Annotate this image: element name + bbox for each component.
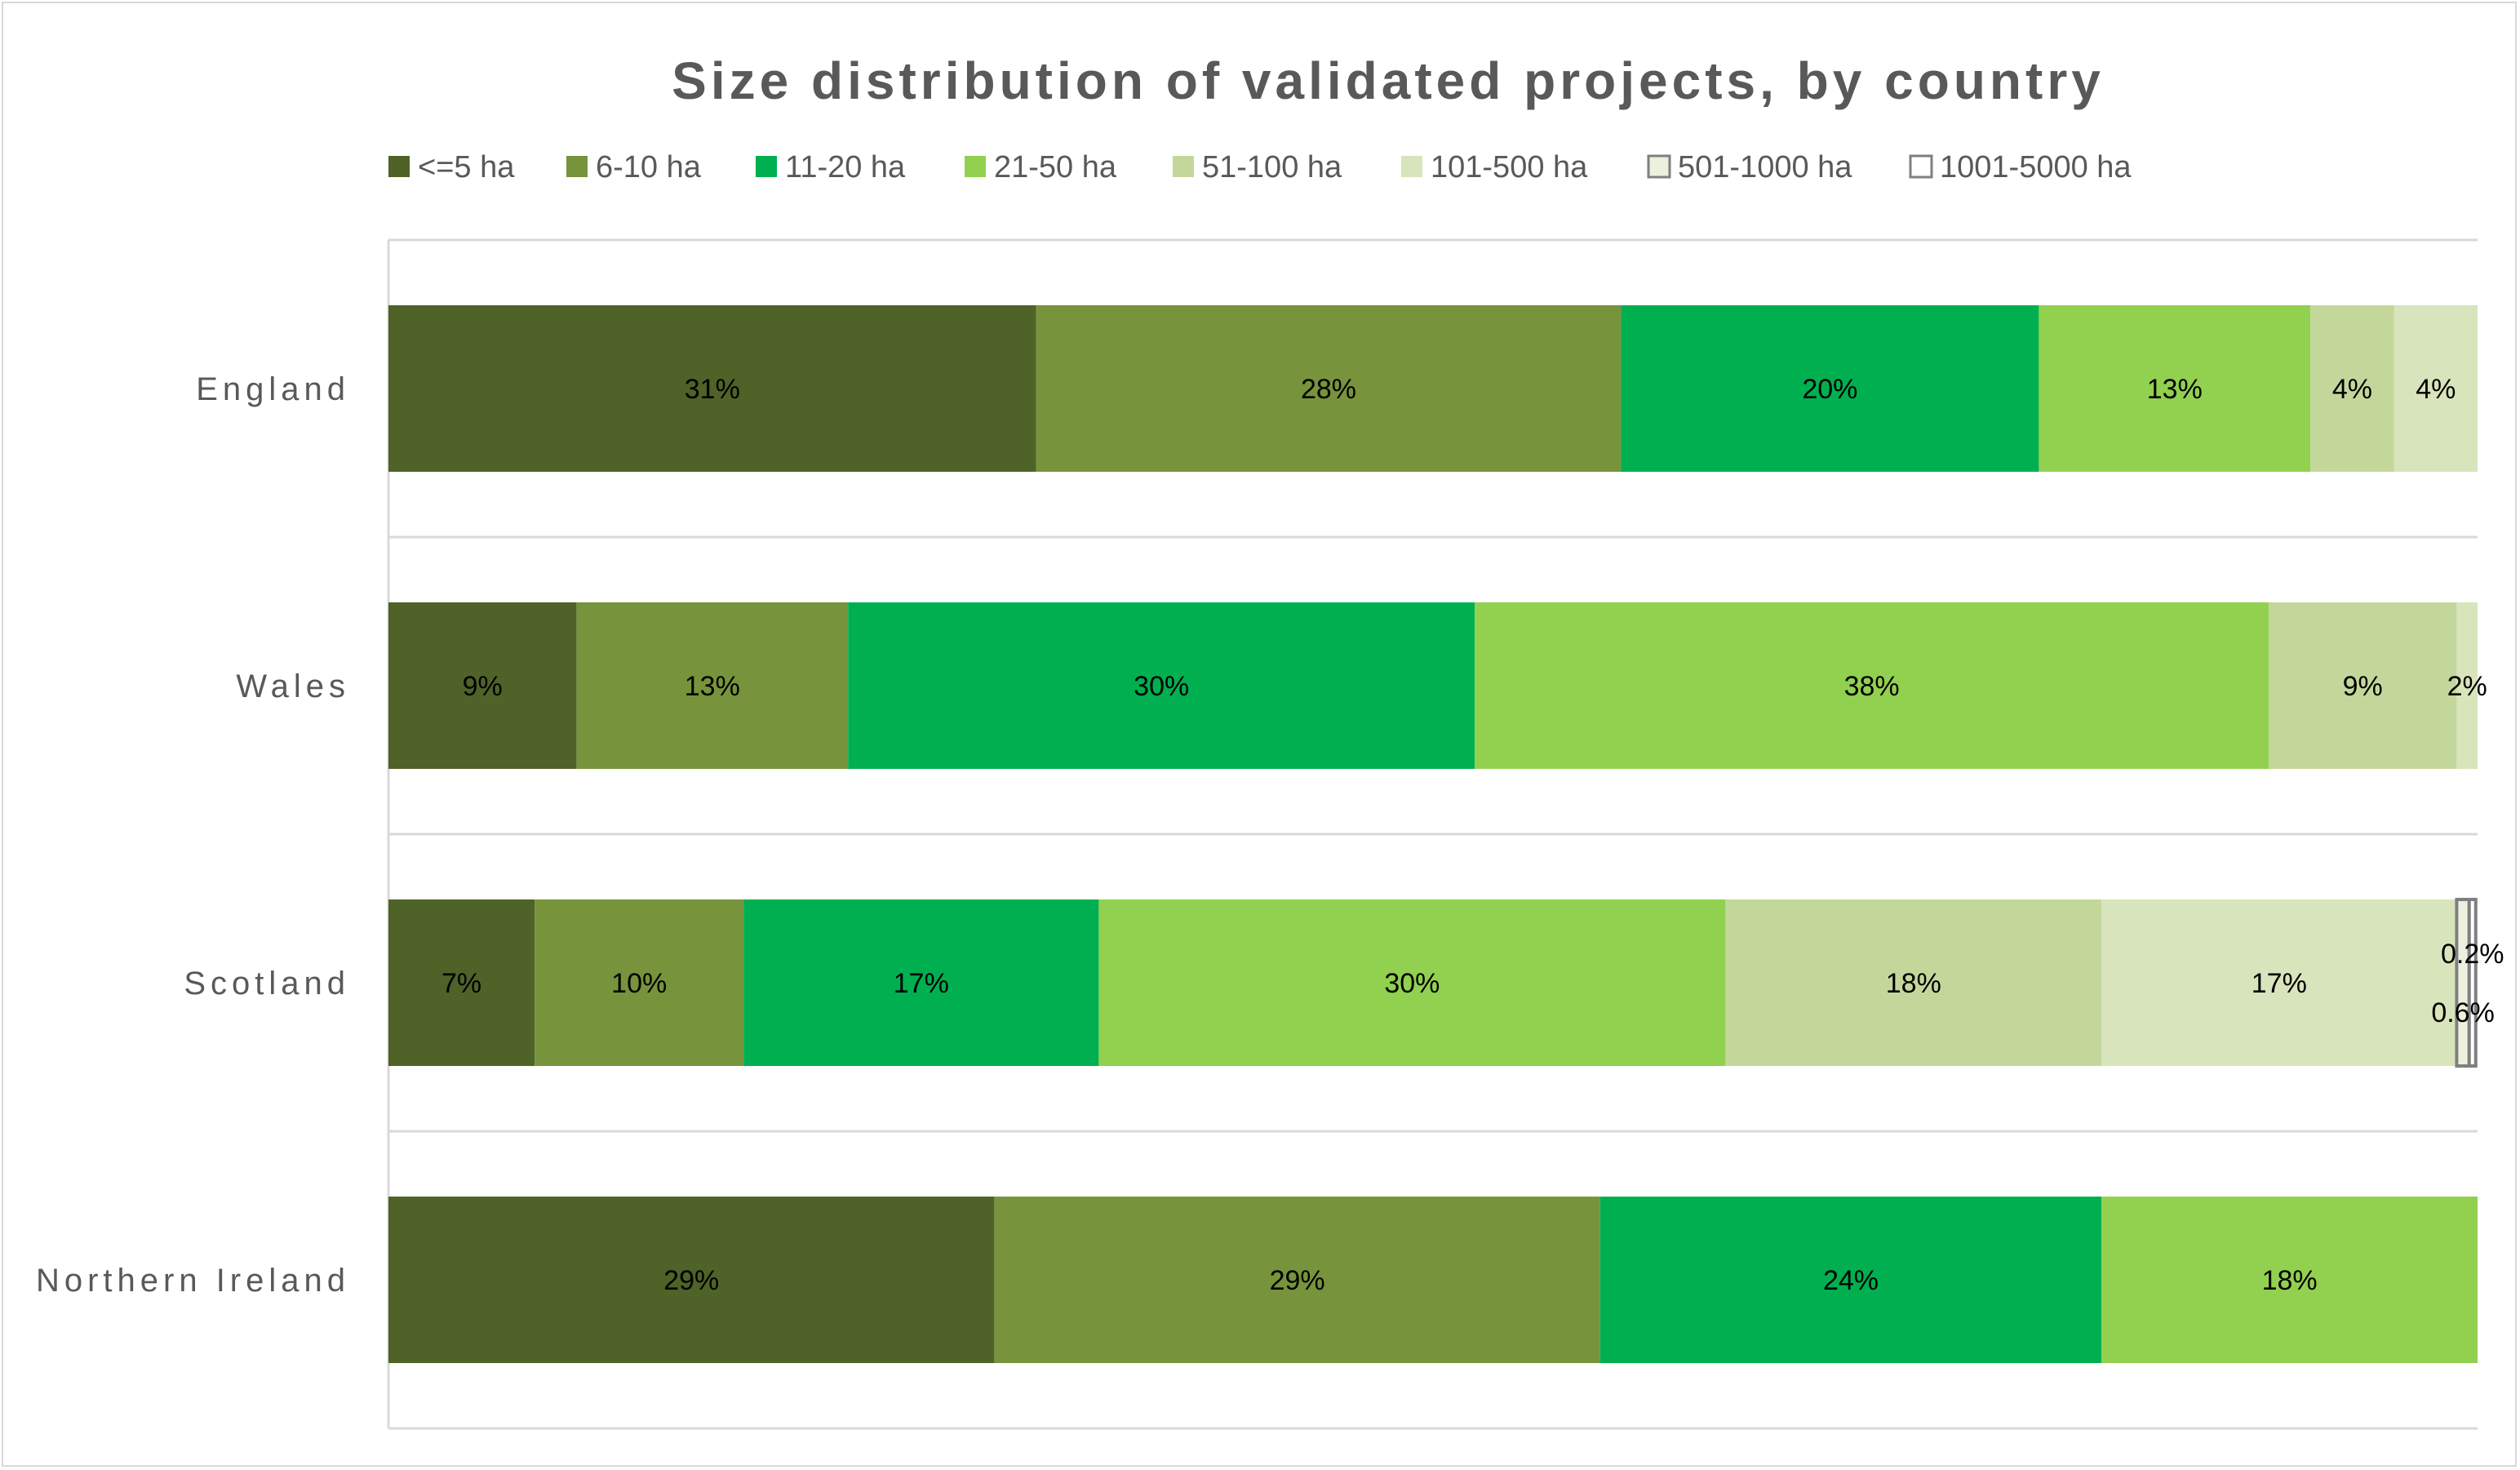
data-label-wales-11-20-ha: 30% (1134, 671, 1189, 702)
category-label-northern-ireland: Northern Ireland (36, 1263, 350, 1299)
legend-item-21-50-ha: 21-50 ha (965, 150, 1117, 184)
bar-scotland-101-500-ha (2101, 899, 2457, 1066)
legend-label: 501-1000 ha (1678, 150, 1852, 184)
data-label-england-le-5-ha: 31% (685, 374, 740, 405)
bar-northern-ireland-6-10-ha (994, 1197, 1600, 1363)
bar-wales-21-50-ha (1475, 602, 2269, 769)
data-label-england-6-10-ha: 28% (1301, 374, 1356, 405)
bar-scotland-1001-5000-ha (2467, 898, 2478, 1068)
legend-swatch (1173, 156, 1194, 177)
data-label-northern-ireland-le-5-ha: 29% (663, 1265, 719, 1296)
legend-label: 6-10 ha (596, 150, 702, 184)
bar-wales-51-100-ha (2269, 602, 2457, 769)
data-label-scotland-101-500-ha: 17% (2252, 968, 2307, 999)
legend-item-11-20-ha: 11-20 ha (756, 150, 906, 184)
data-label-wales-21-50-ha: 38% (1844, 671, 1900, 702)
bar-england-101-500-ha (2394, 305, 2478, 472)
bar-england-6-10-ha (1036, 305, 1622, 472)
data-label-scotland-51-100-ha: 18% (1886, 968, 1941, 999)
legend-label: 51-100 ha (1202, 150, 1342, 184)
data-label-scotland-11-20-ha: 17% (894, 968, 949, 999)
data-label-northern-ireland-6-10-ha: 29% (1270, 1265, 1325, 1296)
bar-england-le-5-ha (388, 305, 1036, 472)
data-label-scotland-6-10-ha: 10% (611, 968, 667, 999)
legend-swatch (965, 156, 986, 177)
bar-scotland-11-20-ha (743, 899, 1099, 1066)
legend-item-501-1000-ha: 501-1000 ha (1647, 150, 1852, 184)
bar-england-51-100-ha (2310, 305, 2394, 472)
bar-scotland-501-1000-ha (2455, 898, 2471, 1068)
bar-scotland-21-50-ha (1098, 899, 1726, 1066)
bars (388, 305, 2478, 1363)
legend-swatch (388, 156, 410, 177)
data-label-england-11-20-ha: 20% (1802, 374, 1857, 405)
legend-label: <=5 ha (418, 150, 515, 184)
legend-label: 11-20 ha (785, 150, 906, 184)
legend-item-le-5-ha: <=5 ha (388, 150, 515, 184)
legend-item-101-500-ha: 101-500 ha (1401, 150, 1588, 184)
category-label-england: England (196, 371, 350, 407)
bar-wales-6-10-ha (576, 602, 849, 769)
data-label-wales-le-5-ha: 9% (463, 671, 503, 702)
legend-label: 1001-5000 ha (1940, 150, 2132, 184)
category-label-wales: Wales (236, 668, 350, 704)
legend-item-1001-5000-ha: 1001-5000 ha (1909, 150, 2132, 184)
legend-swatch (1909, 154, 1933, 179)
bar-northern-ireland-le-5-ha (388, 1197, 995, 1363)
legend-swatch (1647, 154, 1671, 179)
legend-swatch (756, 156, 777, 177)
chart-svg: Size distribution of validated projects,… (36, 51, 2504, 1430)
data-label-england-101-500-ha: 4% (2416, 374, 2456, 405)
data-label-england-51-100-ha: 4% (2332, 374, 2372, 405)
bar-england-11-20-ha (1621, 305, 2039, 472)
bar-northern-ireland-11-20-ha (1599, 1197, 2102, 1363)
category-labels: England Wales Scotland Northern Ireland (36, 371, 350, 1299)
legend-swatch (1401, 156, 1422, 177)
bar-wales-le-5-ha (388, 602, 577, 769)
bar-wales-101-500-ha (2456, 602, 2478, 769)
legend-label: 21-50 ha (994, 150, 1117, 184)
data-label-wales-101-500-ha: 2% (2447, 671, 2487, 702)
bar-wales-11-20-ha (848, 602, 1475, 769)
data-label-northern-ireland-21-50-ha: 18% (2262, 1265, 2318, 1296)
bar-england-21-50-ha (2039, 305, 2311, 472)
data-label-scotland-21-50-ha: 30% (1384, 968, 1440, 999)
data-label-scotland-501-1000-ha: 0.6% (2431, 997, 2495, 1028)
data-label-wales-51-100-ha: 9% (2343, 671, 2383, 702)
data-label-wales-6-10-ha: 13% (685, 671, 740, 702)
chart-title: Size distribution of validated projects,… (672, 51, 2105, 110)
legend-item-51-100-ha: 51-100 ha (1173, 150, 1342, 184)
data-label-northern-ireland-11-20-ha: 24% (1823, 1265, 1879, 1296)
bar-northern-ireland-21-50-ha (2101, 1197, 2478, 1363)
legend-item-6-10-ha: 6-10 ha (566, 150, 702, 184)
category-label-scotland: Scotland (184, 966, 350, 1001)
value-labels: 31% 28% 20% 13% 4% 4% 9% 13% 30% 38% 9% 2% 7% 10% 17% 3… (441, 374, 2504, 1296)
data-label-scotland-1001-5000-ha: 0.2% (2441, 939, 2504, 970)
bar-scotland-51-100-ha (1725, 899, 2102, 1066)
legend-swatch (566, 156, 588, 177)
bar-scotland-le-5-ha (388, 899, 535, 1066)
legend: <=5 ha 6-10 ha 11-20 ha 21-50 ha 51-100 ha 10… (388, 150, 2132, 184)
bar-scotland-6-10-ha (535, 899, 744, 1066)
data-label-england-21-50-ha: 13% (2147, 374, 2203, 405)
legend-label: 101-500 ha (1431, 150, 1588, 184)
data-label-scotland-le-5-ha: 7% (441, 968, 481, 999)
